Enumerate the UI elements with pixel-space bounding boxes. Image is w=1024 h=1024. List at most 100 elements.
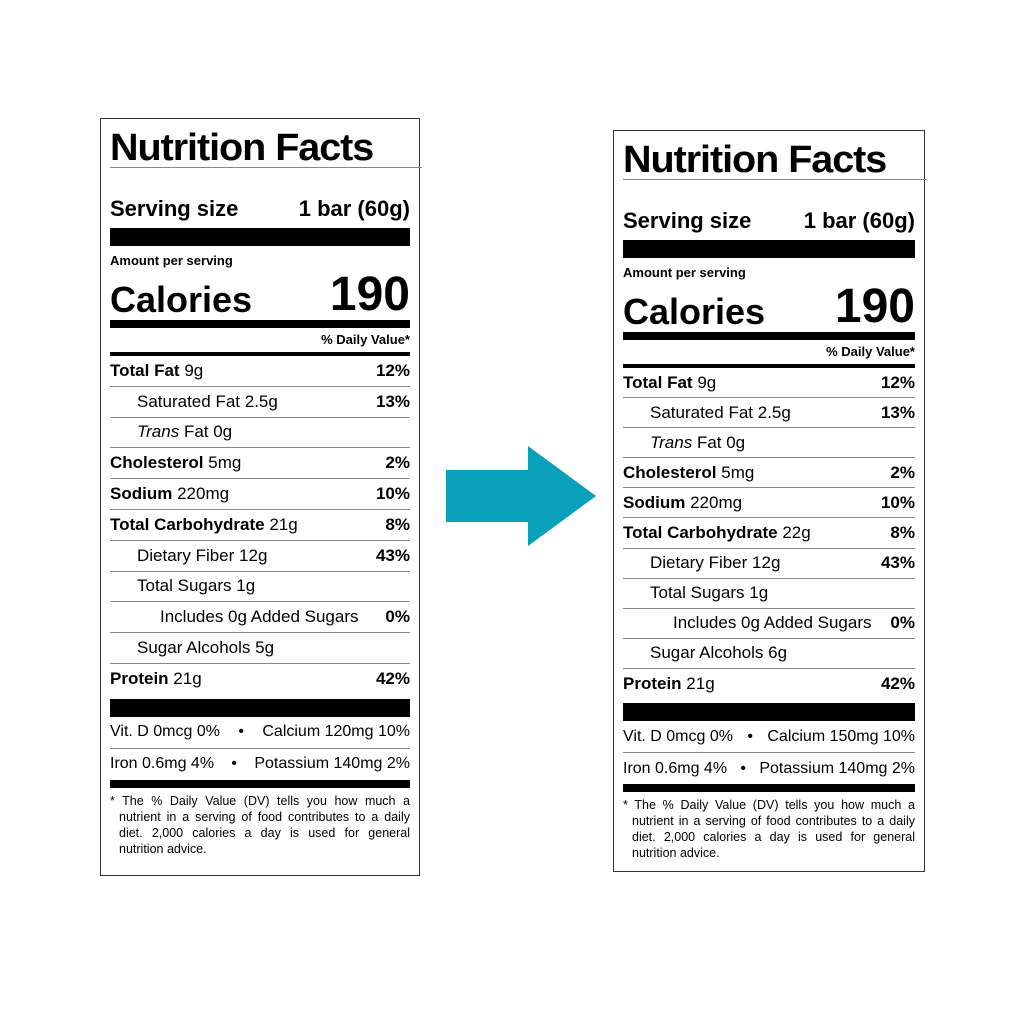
nutrient-name: Dietary Fiber 12g	[137, 546, 267, 566]
nutrient-name: Total Sugars 1g	[650, 583, 768, 603]
nutrient-row: Total Carbohydrate 22g 8%	[623, 518, 915, 549]
bullet: •	[747, 727, 753, 745]
amount-per-serving: Amount per serving	[623, 265, 746, 280]
nutrient-row: Cholesterol 5mg 2%	[110, 448, 410, 480]
nutrient-amount: Fat 0g	[183, 422, 233, 442]
nutrient-name: Trans Fat 0g	[137, 422, 232, 442]
nutrient-name: Sodium 220mg	[110, 484, 229, 504]
nutrient-label: Includes 0g Added Sugars	[673, 613, 872, 633]
nutrient-name: Total Carbohydrate 21g	[110, 515, 298, 535]
nutrient-amount: 12g	[752, 553, 781, 573]
nutrient-daily-value: 42%	[880, 673, 915, 693]
divider-thick	[623, 703, 915, 722]
nutrient-label: Protein	[110, 669, 169, 689]
vitamin-left: Vit. D 0mcg 0%	[623, 727, 733, 745]
nutrient-amount: 2.5g	[244, 391, 278, 411]
bullet: •	[238, 723, 244, 741]
nutrient-row: Total Sugars 1g	[623, 579, 915, 609]
nutrient-amount: 9g	[184, 360, 204, 380]
nutrient-label: Sodium	[623, 492, 686, 512]
vitamin-right: Potassium 140mg 2%	[254, 755, 410, 773]
arrow-shape	[446, 446, 596, 546]
nutrient-label: Sodium	[110, 484, 173, 504]
nutrient-daily-value: 43%	[375, 545, 410, 565]
divider-thick	[110, 228, 410, 246]
nutrient-label: Total Fat	[110, 360, 180, 380]
calories-label: Calories	[110, 279, 253, 320]
calories-row: Calories 190	[110, 268, 410, 320]
nutrient-amount: Fat 0g	[696, 432, 746, 452]
nutrient-row: Total Fat 9g 12%	[623, 368, 915, 399]
nutrient-amount: 220mg	[690, 492, 743, 512]
nutrient-row: Sodium 220mg 10%	[110, 479, 410, 510]
nutrient-row: Protein 21g 42%	[110, 664, 410, 695]
nutrient-row: Total Fat 9g 12%	[110, 356, 410, 387]
vitamin-right: Calcium 150mg 10%	[767, 727, 915, 745]
nutrient-label: Total Fat	[623, 372, 693, 392]
nutrient-label: Saturated Fat	[650, 402, 754, 422]
nutrient-daily-value: 2%	[890, 462, 915, 482]
nutrient-row: Sodium 220mg 10%	[623, 488, 915, 519]
nutrient-row: Saturated Fat 2.5g 13%	[110, 387, 410, 418]
nutrient-name: Includes 0g Added Sugars	[160, 607, 358, 627]
vitamin-right: Calcium 120mg 10%	[262, 723, 410, 741]
nutrient-name: Total Sugars 1g	[137, 576, 255, 596]
nutrient-name: Cholesterol 5mg	[623, 463, 754, 483]
nutrient-amount: 21g	[173, 669, 202, 689]
label-title: Nutrition Facts	[110, 129, 422, 168]
serving-size-row: Serving size 1 bar (60g)	[623, 208, 915, 234]
nutrient-name: Dietary Fiber 12g	[650, 553, 780, 573]
nutrient-amount: 2.5g	[757, 402, 791, 422]
nutrient-row: Dietary Fiber 12g 43%	[110, 541, 410, 572]
nutrient-name: Includes 0g Added Sugars	[673, 613, 871, 633]
nutrient-label: Total Sugars	[650, 583, 745, 603]
nutrient-amount: 21g	[686, 673, 715, 693]
vitamin-left: Iron 0.6mg 4%	[623, 759, 728, 777]
nutrient-row: Trans Fat 0g	[623, 428, 915, 459]
nutrient-amount: 22g	[782, 523, 811, 543]
calories-row: Calories 190	[623, 280, 915, 332]
serving-size-row: Serving size 1 bar (60g)	[110, 196, 410, 222]
nutrient-row: Includes 0g Added Sugars 0%	[110, 602, 410, 634]
updated-nutrition-label: Nutrition Facts Serving size 1 bar (60g) Am…	[613, 130, 927, 872]
nutrient-amount: 5mg	[208, 453, 242, 473]
bullet: •	[740, 759, 747, 777]
footnote: * The % Daily Value (DV) tells you how m…	[623, 798, 915, 861]
original-nutrition-label: Nutrition Facts Serving size 1 bar (60g) Am…	[100, 118, 422, 876]
nutrient-row: Sugar Alcohols 5g	[110, 633, 410, 664]
nutrient-name: Total Fat 9g	[623, 373, 716, 393]
nutrient-label: Total Carbohydrate	[623, 523, 778, 543]
nutrient-label: Sugar Alcohols	[137, 638, 251, 658]
nutrient-row: Includes 0g Added Sugars 0%	[623, 609, 915, 639]
nutrient-amount: 12g	[239, 545, 268, 565]
nutrient-row: Trans Fat 0g	[110, 418, 410, 449]
calories-value: 190	[834, 280, 915, 333]
serving-size-value: 1 bar (60g)	[298, 196, 410, 221]
nutrient-label: Sugar Alcohols	[650, 643, 764, 663]
nutrient-label: Dietary Fiber	[137, 545, 235, 565]
vitamin-row: Iron 0.6mg 4% • Potassium 140mg 2%	[110, 749, 410, 780]
nutrient-daily-value: 42%	[375, 669, 410, 689]
vitamin-right: Potassium 140mg 2%	[759, 759, 915, 777]
nutrient-name: Protein 21g	[623, 674, 715, 694]
nutrient-daily-value: 12%	[880, 372, 915, 392]
nutrient-daily-value: 13%	[880, 402, 915, 422]
bullet: •	[231, 755, 238, 773]
nutrient-amount: 5g	[255, 638, 275, 658]
nutrient-row: Protein 21g 42%	[623, 669, 915, 699]
nutrient-name: Saturated Fat 2.5g	[650, 403, 791, 423]
nutrient-daily-value: 8%	[385, 514, 410, 534]
nutrient-amount: 1g	[749, 583, 769, 603]
nutrient-name: Sodium 220mg	[623, 493, 742, 513]
nutrient-row: Cholesterol 5mg 2%	[623, 458, 915, 489]
serving-size-label: Serving size	[623, 208, 752, 233]
serving-size-label: Serving size	[110, 196, 239, 221]
nutrient-daily-value: 2%	[385, 453, 410, 473]
divider-thick	[623, 240, 915, 258]
vitamin-left: Iron 0.6mg 4%	[110, 755, 215, 773]
amount-per-serving: Amount per serving	[110, 253, 233, 268]
nutrient-row: Total Carbohydrate 21g 8%	[110, 510, 410, 541]
nutrient-label: Dietary Fiber	[650, 553, 748, 573]
nutrient-label: Total Carbohydrate	[110, 514, 265, 534]
nutrient-row: Dietary Fiber 12g 43%	[623, 549, 915, 579]
